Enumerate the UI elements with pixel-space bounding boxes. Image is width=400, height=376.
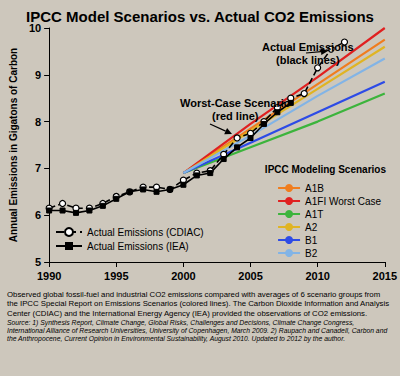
svg-text:IPCC Model Scenarios vs. Actua: IPCC Model Scenarios vs. Actual CO2 Emis…	[26, 8, 374, 25]
svg-text:8: 8	[35, 116, 41, 128]
svg-text:(red line): (red line)	[212, 110, 259, 122]
svg-text:2010: 2010	[305, 270, 329, 282]
svg-text:Worst-Case Scenario: Worst-Case Scenario	[180, 97, 291, 109]
svg-text:A1FI Worst Case: A1FI Worst Case	[305, 196, 381, 207]
svg-text:9: 9	[35, 69, 41, 81]
svg-text:B2: B2	[305, 248, 318, 259]
svg-text:7: 7	[35, 162, 41, 174]
html-text:Source: 1) Synthesis Report, C: Source: 1) Synthesis Report, Climate Cha…	[7, 319, 388, 343]
svg-text:2000: 2000	[171, 270, 195, 282]
svg-text:2005: 2005	[238, 270, 262, 282]
svg-text:5: 5	[35, 256, 41, 268]
svg-text:Annual Emissions in Gigatons o: Annual Emissions in Gigatons of Carbon	[8, 48, 19, 242]
svg-text:A1T: A1T	[305, 209, 323, 220]
svg-text:2015: 2015	[373, 270, 397, 282]
svg-text:10: 10	[28, 22, 42, 34]
html-text:Observed global fossil-fuel an: Observed global fossil-fuel and industri…	[7, 290, 390, 318]
svg-text:1995: 1995	[104, 270, 128, 282]
svg-text:6: 6	[35, 209, 41, 221]
svg-text:(black lines): (black lines)	[276, 54, 340, 66]
svg-text:Actual Emissions (IEA): Actual Emissions (IEA)	[87, 241, 189, 252]
svg-text:1990: 1990	[37, 270, 61, 282]
svg-text:B1: B1	[305, 235, 318, 246]
svg-text:Actual Emissions (CDIAC): Actual Emissions (CDIAC)	[87, 227, 204, 238]
svg-text:IPCC Modeling Scenarios: IPCC Modeling Scenarios	[265, 164, 387, 175]
svg-text:Actual Emissions: Actual Emissions	[262, 41, 354, 53]
svg-text:A1B: A1B	[305, 183, 324, 194]
svg-text:A2: A2	[305, 222, 318, 233]
